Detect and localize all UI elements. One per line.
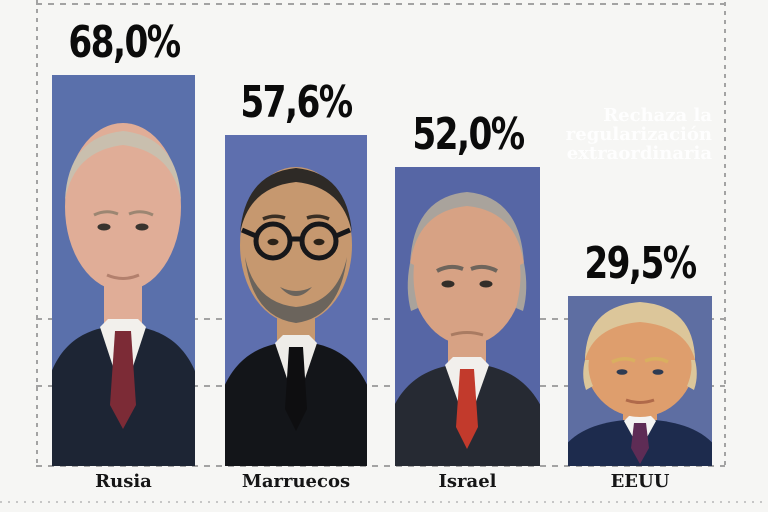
mohammed-vi-photo <box>225 135 367 466</box>
category-label-eeuu: EEUU <box>610 471 670 492</box>
baseline <box>36 465 725 467</box>
netanyahu-photo <box>395 167 540 466</box>
value-label-rusia: 68,0% <box>67 17 181 68</box>
bar-eeuu: 29,5% <box>568 238 712 466</box>
frame-left-line <box>36 0 38 466</box>
bottom-dotted-rule <box>0 501 768 503</box>
watermark-annotation: Rechaza la regularización extraordinaria <box>566 106 712 163</box>
bar-rusia: 68,0% <box>52 17 195 466</box>
gridline-upper <box>36 318 725 320</box>
value-label-israel: 52,0% <box>411 109 525 160</box>
gridline-lower <box>36 385 725 387</box>
putin-photo <box>52 75 195 466</box>
watermark-line-3: extraordinaria <box>566 143 712 164</box>
frame-right-line <box>724 2 726 466</box>
watermark-line-1: Rechaza la <box>603 105 712 126</box>
category-label-rusia: Rusia <box>95 471 152 492</box>
category-label-marruecos: Marruecos <box>241 471 351 492</box>
value-label-marruecos: 57,6% <box>240 77 353 128</box>
value-label-eeuu: 29,5% <box>584 238 697 289</box>
trump-photo <box>568 296 712 466</box>
bar-israel: 52,0% <box>395 109 540 466</box>
frame-top-line <box>36 3 725 5</box>
bar-marruecos: 57,6% <box>225 77 367 466</box>
category-label-israel: Israel <box>438 471 497 492</box>
watermark-line-2: regularización <box>565 124 712 145</box>
